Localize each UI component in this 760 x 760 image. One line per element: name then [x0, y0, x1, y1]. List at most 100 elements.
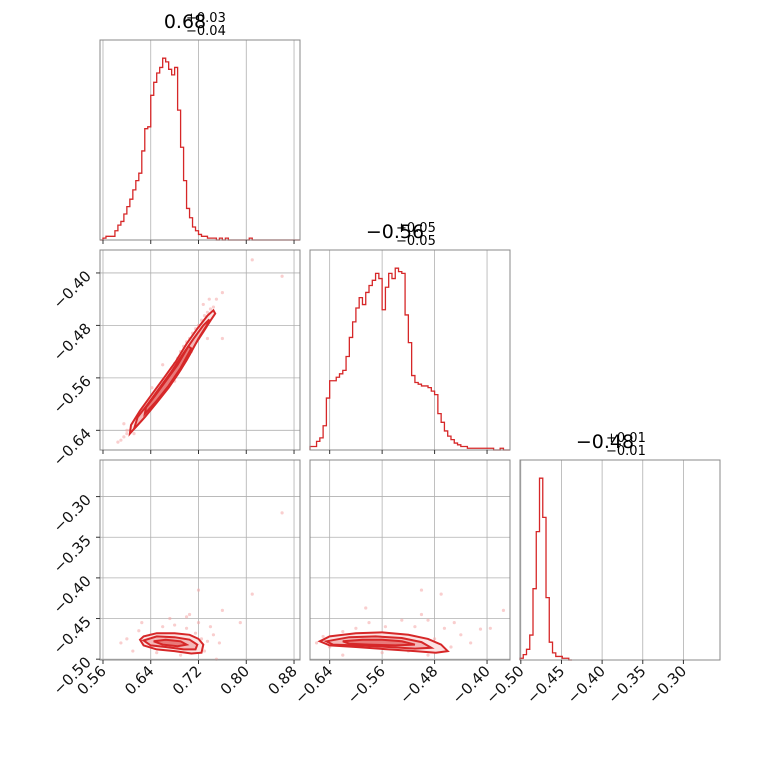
panel-0-2-point-1 [125, 637, 129, 641]
hist-panel-0 [100, 40, 300, 241]
panel-0-2-point-5 [173, 623, 177, 627]
hist-2-title-plus: +0.01 [606, 431, 646, 446]
panel-0-2-point-6 [184, 626, 189, 630]
panel-0-2-point-17 [131, 649, 135, 653]
panel-0-2-point-23 [205, 639, 210, 643]
panel-0-2-point-22 [199, 637, 204, 641]
panel-1-2-point-3 [354, 626, 358, 630]
xtick-label-1-0: −0.64 [291, 662, 336, 707]
panel-1-2-point-4 [367, 621, 371, 625]
xtick-label-0-3: 0.80 [217, 662, 253, 698]
panel-1-2-point-19 [419, 588, 424, 592]
panel-frame-1-2 [309, 459, 511, 661]
panel-0-1-point-36 [220, 291, 224, 295]
panel-1-2-point-18 [439, 592, 443, 596]
panel-frame-1-1 [309, 249, 511, 451]
ytick-label-2-4: −0.30 [50, 491, 95, 536]
panel-1-2-point-6 [400, 618, 404, 622]
hist-1-title: −0.56 [366, 221, 424, 243]
panel-1-2-point-7 [413, 625, 417, 629]
panel-1-2-point-9 [426, 618, 430, 622]
xtick-label-2-2: −0.40 [564, 662, 609, 707]
panel-1-2-point-10 [432, 637, 437, 641]
panel-0-1-point-3 [125, 432, 129, 436]
panel-1-2-point-11 [442, 626, 447, 630]
panel-0-2-point-8 [202, 649, 207, 653]
panel-0-1-contour-2 [143, 344, 193, 418]
panel-0-1-point-33 [211, 305, 216, 309]
hist-0-title: 0.68 [164, 11, 206, 33]
panel-1-2-point-27 [449, 645, 453, 649]
panel-0-1-point-40 [161, 363, 165, 367]
hist-2-title: −0.48 [576, 431, 634, 453]
panel-0-1-point-32 [208, 307, 213, 311]
ytick-label-1-3: −0.40 [50, 267, 95, 312]
panel-1-2-point-20 [364, 606, 368, 610]
panel-0-2-point-9 [208, 625, 213, 629]
hist-0-step-line [100, 57, 300, 241]
xtick-label-2-0: −0.50 [482, 662, 527, 707]
panel-0-2-point-27 [168, 616, 172, 621]
panel-0-1-point-35 [280, 274, 284, 278]
panel-0-2-point-7 [196, 621, 201, 625]
hist-panel-1 [309, 250, 510, 451]
panel-1-2-point-17 [501, 608, 506, 613]
xtick-label-1-2: −0.48 [396, 662, 441, 707]
panel-0-1-point-2 [122, 435, 126, 439]
ytick-label-1-1: −0.56 [50, 372, 95, 417]
panel-0-1-point-34 [250, 258, 254, 262]
panel-frame-0-0 [99, 39, 301, 241]
panel-0-2-point-24 [211, 633, 216, 637]
panel-0-2-point-21 [193, 631, 198, 635]
xtick-label-2-4: −0.30 [645, 662, 690, 707]
xtick-label-2-1: −0.45 [523, 662, 568, 707]
hist-2-step-line [519, 477, 573, 661]
panel-frame-0-2 [99, 459, 301, 661]
panel-0-2-point-11 [238, 621, 242, 625]
panel-0-2-point-18 [155, 651, 159, 655]
panel-0-2-point-19 [178, 653, 183, 657]
panel-0-1-point-38 [207, 297, 211, 301]
hist-0-title-plus: +0.03 [186, 11, 226, 26]
panel-1-2-point-8 [419, 612, 424, 617]
hist-0-title-minus: −0.04 [186, 24, 226, 39]
ytick-label-2-3: −0.35 [50, 531, 95, 576]
panel-1-2-point-5 [383, 625, 388, 629]
ytick-label-2-1: −0.45 [50, 613, 95, 658]
hist-1-step-line [309, 267, 510, 451]
ytick-label-1-2: −0.48 [50, 320, 95, 365]
panel-0-1-point-1 [119, 438, 123, 442]
panel-0-2-point-0 [119, 641, 123, 645]
panel-1-2-point-13 [459, 633, 463, 637]
panel-0-1-point-50 [122, 422, 126, 426]
panel-0-2-point-10 [220, 608, 224, 613]
xtick-label-1-1: −0.56 [344, 662, 389, 707]
hist-1-title-plus: +0.05 [396, 221, 436, 236]
hist-panel-2 [519, 460, 684, 661]
panel-0-2-point-25 [217, 641, 222, 645]
panel-1-2-point-22 [380, 651, 384, 655]
panel-0-1-point-31 [205, 310, 210, 314]
panel-1-2-contour-2 [342, 638, 416, 647]
panel-0-2-point-16 [187, 612, 192, 617]
scatter-panel-0-1 [100, 250, 300, 450]
panel-0-2-point-20 [184, 615, 189, 619]
panel-0-2-point-14 [280, 511, 284, 515]
ytick-label-1-0: −0.64 [50, 424, 95, 469]
panel-1-2-point-16 [488, 626, 492, 630]
panel-1-2-point-15 [478, 627, 483, 631]
panel-0-1-point-46 [205, 336, 210, 341]
panel-0-2-point-13 [196, 588, 201, 592]
panel-0-1-point-37 [214, 297, 219, 301]
panel-1-2-point-12 [452, 621, 456, 625]
hist-2-title-minus: −0.01 [606, 444, 646, 459]
panel-0-1-point-30 [202, 313, 207, 318]
panel-0-1-point-51 [132, 432, 136, 436]
xtick-label-2-3: −0.35 [604, 662, 649, 707]
hist-1-title-minus: −0.05 [396, 234, 436, 249]
panel-0-1-point-39 [201, 302, 205, 307]
xtick-label-0-2: 0.72 [169, 662, 205, 698]
panel-0-2-point-4 [161, 625, 165, 629]
panel-1-2-point-1 [321, 634, 325, 639]
